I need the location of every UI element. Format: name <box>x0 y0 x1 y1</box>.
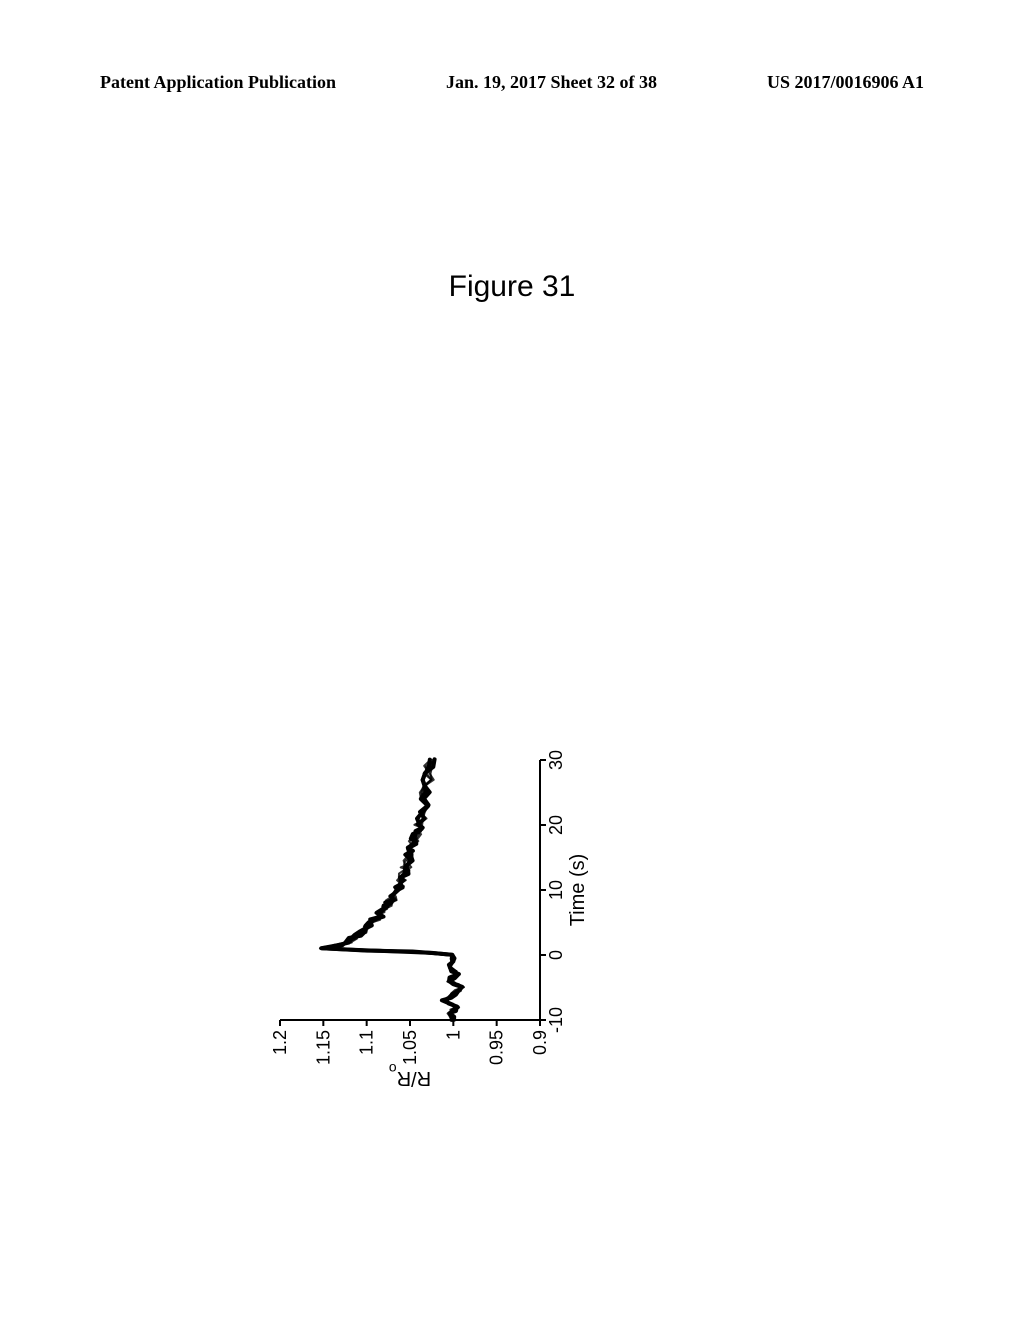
chart-svg: 0.9 0.95 1 1.05 1.1 1.15 1.2 -10 0 10 20 30 Time (s)… <box>260 740 610 1090</box>
svg-text:1.1: 1.1 <box>357 1030 377 1055</box>
svg-text:1.05: 1.05 <box>400 1030 420 1065</box>
svg-text:0.9: 0.9 <box>530 1030 550 1055</box>
figure-title: Figure 31 <box>0 270 1024 304</box>
chart-container: 0.9 0.95 1 1.05 1.1 1.15 1.2 -10 0 10 20 30 Time (s)… <box>260 740 610 1090</box>
svg-text:30: 30 <box>546 750 566 770</box>
svg-text:1: 1 <box>443 1030 463 1040</box>
svg-text:10: 10 <box>546 880 566 900</box>
svg-text:1.2: 1.2 <box>270 1030 290 1055</box>
svg-text:1.15: 1.15 <box>313 1030 333 1065</box>
svg-text:20: 20 <box>546 815 566 835</box>
header-right: US 2017/0016906 A1 <box>767 72 924 93</box>
header-center: Jan. 19, 2017 Sheet 32 of 38 <box>446 72 657 93</box>
page-header: Patent Application Publication Jan. 19, … <box>0 72 1024 93</box>
svg-text:R/Ro: R/Ro <box>389 1061 431 1089</box>
svg-text:-10: -10 <box>546 1007 566 1033</box>
header-left: Patent Application Publication <box>100 72 336 93</box>
svg-text:Time (s): Time (s) <box>567 854 589 927</box>
svg-text:0.95: 0.95 <box>487 1030 507 1065</box>
svg-text:0: 0 <box>546 950 566 960</box>
